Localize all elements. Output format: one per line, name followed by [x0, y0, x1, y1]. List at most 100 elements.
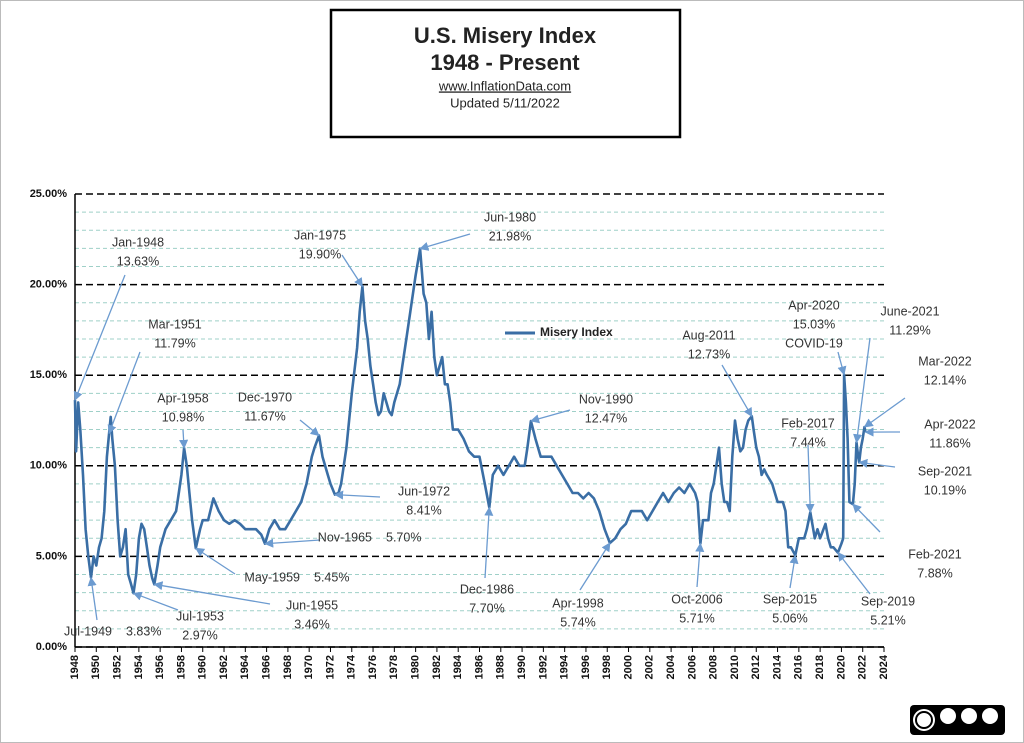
annotation-date: Jun-1972 — [398, 484, 450, 498]
annotation-value: 11.29% — [889, 323, 930, 337]
annotation-value: 5.21% — [870, 613, 905, 627]
x-tick-label: 1996 — [580, 655, 592, 679]
x-tick-label: 1956 — [154, 655, 166, 679]
x-tick-label: 1998 — [601, 655, 613, 679]
annotation-date: Nov-1990 — [579, 392, 633, 406]
annotation-arrow — [530, 409, 571, 424]
annotation-arrow — [179, 429, 189, 449]
annotation-date: Dec-1986 — [460, 582, 514, 596]
annotation-value: 5.45% — [314, 570, 349, 584]
updated: Updated 5/11/2022 — [450, 95, 560, 110]
x-tick-label: 1978 — [388, 655, 400, 679]
annotation-value: 5.06% — [772, 611, 807, 625]
x-tick-label: 1980 — [410, 655, 422, 679]
x-tick-label: 1992 — [537, 655, 549, 679]
annotation-date: Oct-2006 — [671, 592, 722, 606]
annotation-date: May-1959 — [244, 570, 300, 584]
annotation-arrow — [805, 444, 815, 514]
x-tick-label: 2008 — [708, 655, 720, 679]
x-tick-label: 1958 — [175, 655, 187, 679]
annotation-value: 3.46% — [294, 617, 329, 631]
x-tick-label: 1970 — [303, 655, 315, 679]
x-tick-label: 1986 — [473, 655, 485, 679]
annotation-arrow — [87, 576, 98, 621]
legend-label: Misery Index — [540, 325, 613, 339]
annotation-arrow — [264, 538, 321, 548]
annotation-value: 13.63% — [117, 254, 159, 268]
annotation-date: Apr-1958 — [157, 391, 208, 405]
annotation-arrow — [863, 397, 906, 428]
annotation-date: Jul-1949 — [64, 624, 112, 638]
annotation-value: 3.83% — [126, 624, 161, 638]
x-tick-label: 1962 — [218, 655, 230, 679]
annotation-arrow — [195, 547, 236, 575]
license-badge — [910, 705, 1005, 735]
annotation-date: Jan-1948 — [112, 235, 164, 249]
annotation-arrow — [419, 233, 471, 251]
annotation-value: 10.19% — [924, 483, 966, 497]
x-tick-label: 1952 — [111, 655, 123, 679]
annotation-date: Jan-1975 — [294, 228, 346, 242]
annotation-arrow — [334, 490, 381, 500]
x-tick-label: 2006 — [686, 655, 698, 679]
annotation-arrow — [73, 274, 126, 401]
x-tick-label: 1990 — [516, 655, 528, 679]
x-tick-label: 1976 — [367, 655, 379, 679]
chart-title: U.S. Misery Index — [414, 23, 597, 48]
annotation-date: Nov-1965 — [318, 530, 372, 544]
annotation-date: Sep-2015 — [763, 592, 817, 606]
annotation-date: Sep-2021 — [918, 464, 972, 478]
annotation-date: Dec-1970 — [238, 390, 292, 404]
annotation-value: 7.70% — [469, 601, 504, 615]
x-tick-label: 2012 — [750, 655, 762, 679]
x-tick-label: 1960 — [197, 655, 209, 679]
annotation-arrow — [484, 506, 494, 579]
annotation-arrow — [132, 591, 179, 611]
x-tick-label: 2016 — [793, 655, 805, 679]
x-tick-label: 2002 — [644, 655, 656, 679]
y-tick-label: 5.00% — [36, 550, 67, 562]
x-tick-label: 2010 — [729, 655, 741, 679]
annotation-value: 15.03% — [793, 317, 835, 331]
x-tick-label: 1968 — [282, 655, 294, 679]
annotation-date: Feb-2021 — [908, 547, 962, 561]
annotation-arrow — [837, 351, 847, 376]
annotation-arrow — [789, 554, 799, 589]
x-tick-label: 2024 — [878, 654, 890, 679]
x-tick-label: 1982 — [431, 655, 443, 679]
annotation-value: 12.73% — [688, 347, 730, 361]
annotation-date: Mar-1951 — [148, 317, 202, 331]
annotation-date: Apr-1998 — [552, 596, 603, 610]
annotation-value: 5.74% — [560, 615, 595, 629]
y-tick-label: 0.00% — [36, 641, 67, 653]
x-tick-label: 1948 — [69, 655, 81, 679]
annotation-date: Jun-1980 — [484, 210, 536, 224]
annotation-value: 11.79% — [154, 336, 195, 350]
annotation-arrow — [853, 337, 871, 444]
annotation-date: Aug-2011 — [682, 328, 735, 342]
annotation-value: 21.98% — [489, 229, 531, 243]
x-tick-label: 2020 — [835, 655, 847, 679]
annotation-arrow — [852, 503, 881, 533]
annotation-arrow — [579, 542, 611, 591]
annotation-date: Apr-2022 — [924, 417, 975, 431]
x-tick-label: 2014 — [771, 654, 783, 679]
x-tick-label: 1954 — [133, 654, 145, 679]
annotation-arrow — [299, 419, 320, 437]
annotation-date: Jun-1955 — [286, 598, 338, 612]
annotation-date: Sep-2019 — [861, 594, 915, 608]
x-tick-label: 1974 — [346, 654, 358, 679]
annotation-arrow — [721, 364, 753, 418]
x-tick-label: 1950 — [90, 655, 102, 679]
annotation-date: June-2021 — [880, 304, 939, 318]
annotation-date: Jul-1953 — [176, 609, 224, 623]
annotation-note: COVID-19 — [785, 336, 843, 350]
annotation-arrow — [341, 254, 363, 288]
annotation-value: 7.88% — [917, 566, 952, 580]
x-tick-label: 1966 — [261, 655, 273, 679]
x-tick-label: 2004 — [665, 654, 677, 679]
annotation-value: 5.71% — [679, 611, 714, 625]
y-tick-label: 15.00% — [30, 369, 68, 381]
